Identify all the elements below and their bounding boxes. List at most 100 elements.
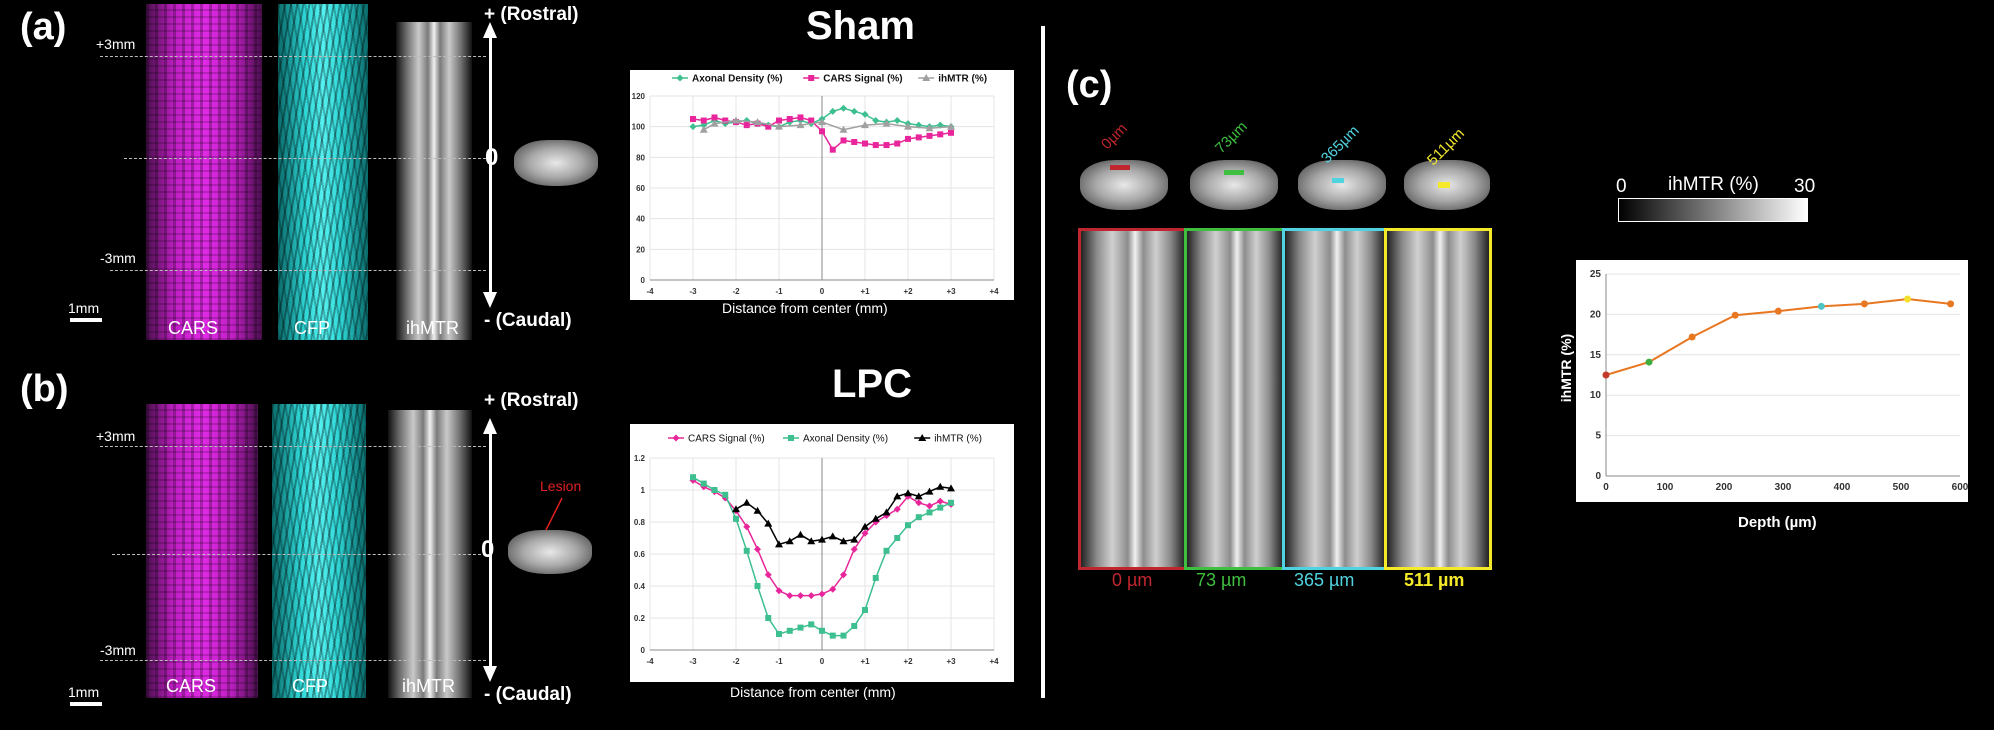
data-point <box>754 545 761 553</box>
arrow-head-up-a <box>483 22 497 38</box>
data-point <box>764 519 773 527</box>
y-tick-label: 0.6 <box>634 550 646 559</box>
y-tick-label: 1.2 <box>634 454 646 463</box>
dash-zero-b <box>112 554 486 555</box>
colorbar-min: 0 <box>1616 176 1627 197</box>
legend-marker <box>676 74 684 82</box>
data-point <box>904 489 912 497</box>
caudal-label-b: - (Caudal) <box>484 684 572 705</box>
zero-label-a: 0 <box>485 144 499 171</box>
depth-bottom-label-0: 0 µm <box>1112 570 1153 590</box>
data-point <box>850 545 858 553</box>
data-point <box>829 107 837 115</box>
data-point <box>700 483 708 491</box>
data-point <box>839 125 848 133</box>
x-tick-label: -2 <box>732 287 740 296</box>
depth-marker-511 <box>1438 182 1450 188</box>
cfp-label-a: CFP <box>294 318 330 338</box>
data-point <box>851 139 858 145</box>
dash-minus3-b <box>100 660 486 661</box>
data-point <box>829 632 836 639</box>
data-point <box>808 117 815 124</box>
data-point <box>905 135 911 142</box>
y-tick-label: 0 <box>641 276 646 285</box>
x-tick-label: +3 <box>946 657 956 666</box>
lpc-chart: 0 0.2 0.4 0.6 0.8 1 1.2 -4 -3 -2 -1 0 +1 +2 +3 +4 CARS S… <box>634 434 999 667</box>
data-point <box>819 128 825 135</box>
panel-b-label: (b) <box>20 368 69 410</box>
data-point <box>883 547 890 554</box>
x-tick-label: -4 <box>646 657 654 666</box>
long-section-365 <box>1282 228 1388 570</box>
data-point <box>862 140 868 147</box>
data-point <box>872 575 879 581</box>
y-tick-label: 40 <box>636 215 645 224</box>
data-point <box>732 116 740 124</box>
data-point <box>775 540 783 548</box>
data-point <box>937 131 944 138</box>
data-point <box>947 122 955 130</box>
plus3-label-a: +3mm <box>96 36 136 52</box>
data-point <box>699 125 708 133</box>
scale-label-b: 1mm <box>68 684 100 700</box>
data-point <box>915 499 923 507</box>
data-point <box>753 118 762 126</box>
data-point <box>926 502 933 510</box>
data-point <box>807 592 815 600</box>
plus3-label-b: +3mm <box>96 428 136 444</box>
data-point <box>743 122 750 129</box>
data-point <box>840 137 847 144</box>
x-tick-label: 300 <box>1775 482 1792 493</box>
depth-bottom-label-365: 365 µm <box>1294 570 1355 590</box>
lpc-chart-box: 0 0.2 0.4 0.6 0.8 1 1.2 -4 -3 -2 -1 0 +1 +2 +3 +4 CARS S… <box>630 424 1014 682</box>
data-point <box>872 142 879 149</box>
data-point <box>904 122 912 130</box>
y-tick-label: 60 <box>636 184 645 193</box>
dash-zero-a <box>124 158 486 159</box>
data-point <box>742 498 751 506</box>
scale-label-a: 1mm <box>68 300 100 316</box>
data-point <box>883 512 890 520</box>
depth-chart-xlabel: Depth (µm) <box>1738 514 1817 531</box>
y-tick-label: 20 <box>1590 309 1602 320</box>
arrow-line-b <box>489 432 492 668</box>
x-tick-label: 400 <box>1834 482 1851 493</box>
panel-separator <box>1041 26 1045 698</box>
lpc-title: LPC <box>832 362 912 406</box>
legend-label: CARS Signal (%) <box>823 74 902 85</box>
x-tick-label: 0 <box>820 287 825 296</box>
data-point <box>937 504 944 511</box>
data-point <box>871 514 880 522</box>
panel-c-label: (c) <box>1066 64 1113 106</box>
sham-xlabel: Distance from center (mm) <box>722 300 888 316</box>
data-point <box>947 484 955 492</box>
lesion-label: Lesion <box>540 478 582 494</box>
sham-chart: 0 20 40 60 80 100 120 -4 -3 -2 -1 0 +1 +2 +3 +4 Axonal D… <box>632 74 999 297</box>
x-tick-label: +2 <box>903 287 913 296</box>
scale-bar-b <box>70 702 102 706</box>
data-point <box>882 119 891 127</box>
data-point <box>1947 300 1955 308</box>
cfp-image-a <box>278 4 368 340</box>
data-point <box>785 537 794 545</box>
data-point <box>861 121 869 129</box>
y-tick-label: 0.2 <box>634 614 646 623</box>
y-tick-label: 0.4 <box>634 582 646 591</box>
data-point <box>948 129 954 136</box>
data-point <box>905 522 911 529</box>
depth-chart: 0 5 10 15 20 25 0 100 200 300 400 500 600 <box>1590 269 1969 493</box>
y-tick-label: 80 <box>636 153 645 162</box>
data-point <box>796 121 805 129</box>
data-point <box>754 583 761 589</box>
x-tick-label: 100 <box>1657 482 1674 493</box>
colorbar-label: ihMTR (%) <box>1668 174 1759 195</box>
ihmtr-label-b: ihMTR <box>402 676 455 696</box>
data-point <box>722 117 729 124</box>
x-tick-label: -3 <box>689 287 697 296</box>
data-point <box>775 122 783 130</box>
data-point <box>883 142 890 149</box>
data-point <box>786 116 793 122</box>
data-point <box>862 607 868 613</box>
depth-chart-ylabel: ihMTR (%) <box>1558 333 1575 403</box>
data-point <box>797 592 804 600</box>
